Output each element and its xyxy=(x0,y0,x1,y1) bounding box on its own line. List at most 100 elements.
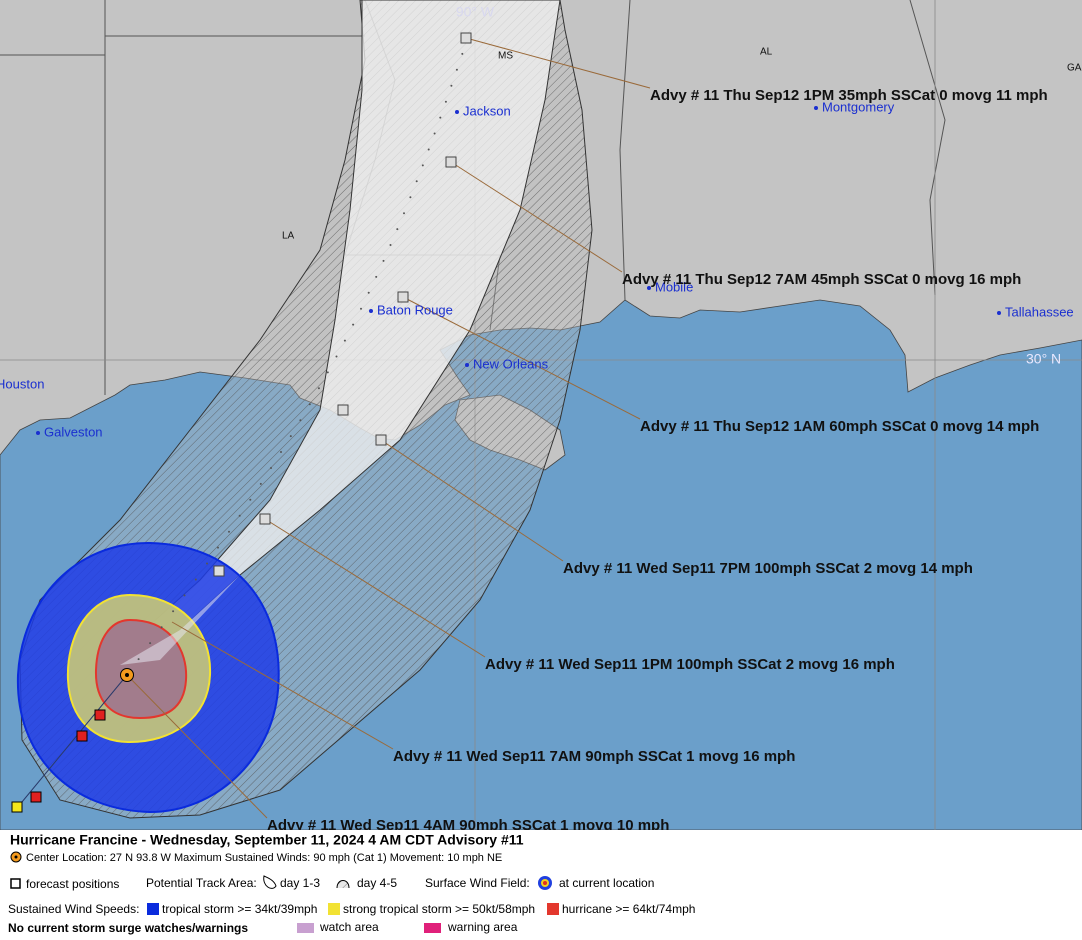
city-dot xyxy=(997,311,1001,315)
track-line xyxy=(16,674,128,809)
track-dot xyxy=(375,275,378,278)
city-label: Tallahassee xyxy=(1005,304,1074,319)
forecast-label: Advy # 11 Wed Sep11 4AM 90mph SSCat 1 mo… xyxy=(267,817,669,834)
track-dot xyxy=(137,658,140,661)
forecast-label: Advy # 11 Wed Sep11 7PM 100mph SSCat 2 m… xyxy=(563,560,973,577)
legend-text: at current location xyxy=(559,876,654,890)
forecast-label: Advy # 11 Wed Sep11 7AM 90mph SSCat 1 mo… xyxy=(393,748,795,765)
city-dot xyxy=(369,309,373,313)
track-dot xyxy=(270,467,272,469)
past-position xyxy=(11,801,23,813)
legend-text: strong tropical storm >= 50kt/58mph xyxy=(343,902,535,916)
leader-lines xyxy=(126,37,651,819)
past-positions xyxy=(11,709,106,813)
leader-line xyxy=(171,621,394,750)
track-dot xyxy=(433,132,436,135)
forecast-positions xyxy=(126,32,472,676)
leader-line xyxy=(465,37,651,89)
forecast-position xyxy=(213,565,225,577)
state-label: MS xyxy=(498,51,513,62)
track-dot xyxy=(183,594,186,597)
track-dot xyxy=(360,307,362,310)
city-label: Baton Rouge xyxy=(377,302,453,317)
legend-title: Hurricane Francine - Wednesday, Septembe… xyxy=(10,832,524,848)
city-label: Galveston xyxy=(44,424,103,439)
forecast-position xyxy=(460,32,472,44)
city-dot xyxy=(455,110,459,114)
legend-text: forecast positions xyxy=(26,877,119,891)
track-dot xyxy=(228,530,230,533)
city-label: New Orleans xyxy=(473,356,549,371)
forecast-label: Advy # 11 Wed Sep11 1PM 100mph SSCat 2 m… xyxy=(485,656,895,673)
legend-text: Sustained Wind Speeds: xyxy=(8,902,139,916)
track-dot xyxy=(299,419,302,422)
legend-text: warning area xyxy=(447,920,518,934)
city-dot xyxy=(814,106,818,110)
city-label: Montgomery xyxy=(822,99,895,114)
track-dot xyxy=(289,435,292,438)
track-dot xyxy=(382,259,385,262)
watch-swatch xyxy=(297,923,314,933)
map-area: 90° W 30° N MS AL GA LA Jackson Montgomer… xyxy=(0,0,1082,834)
track-dot xyxy=(308,403,311,406)
track-dot xyxy=(439,116,442,119)
legend-text: day 4-5 xyxy=(357,876,397,890)
track-dot xyxy=(194,578,197,581)
legend-text: day 1-3 xyxy=(280,876,320,890)
track-dot xyxy=(444,100,447,103)
legend-text: Surface Wind Field: xyxy=(425,876,530,890)
legend: Hurricane Francine - Wednesday, Septembe… xyxy=(0,830,1082,940)
legend-text: hurricane >= 64kt/74mph xyxy=(562,902,695,916)
state-label: LA xyxy=(282,231,295,242)
track-dot xyxy=(352,323,355,326)
track-dot xyxy=(389,244,392,246)
wind-icon xyxy=(543,881,547,885)
center-icon-dot xyxy=(14,855,18,859)
leader-line xyxy=(450,161,623,273)
forecast-label: Advy # 11 Thu Sep12 1AM 60mph SSCat 0 mo… xyxy=(640,418,1039,435)
track-dot xyxy=(427,148,430,151)
legend-text: tropical storm >= 34kt/39mph xyxy=(162,902,317,916)
leader-line xyxy=(402,296,641,420)
lon-label: 90° W xyxy=(456,4,495,20)
track-dot xyxy=(206,562,208,565)
track-dot xyxy=(217,546,219,549)
lat-label: 30° N xyxy=(1026,351,1061,367)
track-dot xyxy=(259,482,262,485)
forecast-label: Advy # 11 Thu Sep12 7AM 45mph SSCat 0 mo… xyxy=(622,271,1021,288)
past-position xyxy=(94,709,106,721)
track-dot xyxy=(149,642,152,645)
sts-swatch xyxy=(328,903,340,915)
track-dot xyxy=(403,212,405,215)
forecast-position xyxy=(375,434,387,446)
hu-swatch xyxy=(547,903,559,915)
track-dot xyxy=(280,451,282,453)
past-position xyxy=(76,730,88,742)
track-dot xyxy=(415,180,418,183)
leader-line xyxy=(264,518,486,658)
warning-swatch xyxy=(424,923,441,933)
track-dot xyxy=(172,610,175,613)
leader-line xyxy=(380,439,564,562)
track-dot xyxy=(455,68,458,71)
city-dot xyxy=(647,286,651,290)
city-dot xyxy=(465,363,469,367)
city-dot xyxy=(36,431,40,435)
forecast-position xyxy=(259,513,271,525)
track-dot xyxy=(450,84,453,87)
forecast-label: Advy # 11 Thu Sep12 1PM 35mph SSCat 0 mo… xyxy=(650,87,1048,104)
forecast-labels: Advy # 11 Thu Sep12 1PM 35mph SSCat 0 mo… xyxy=(267,87,1048,834)
legend-text: No current storm surge watches/warnings xyxy=(8,921,248,935)
ts-swatch xyxy=(147,903,159,915)
track-dot xyxy=(335,355,338,358)
track-dot xyxy=(326,371,329,374)
track-dot xyxy=(367,291,370,294)
forecast-position xyxy=(445,156,457,168)
track-dot xyxy=(249,498,252,501)
track-dot xyxy=(317,387,320,390)
leader-line xyxy=(126,674,268,819)
map-labels: 90° W 30° N MS AL GA LA Jackson Montgomer… xyxy=(0,4,1082,440)
state-label: GA xyxy=(1067,63,1082,74)
day45-icon xyxy=(336,880,350,889)
